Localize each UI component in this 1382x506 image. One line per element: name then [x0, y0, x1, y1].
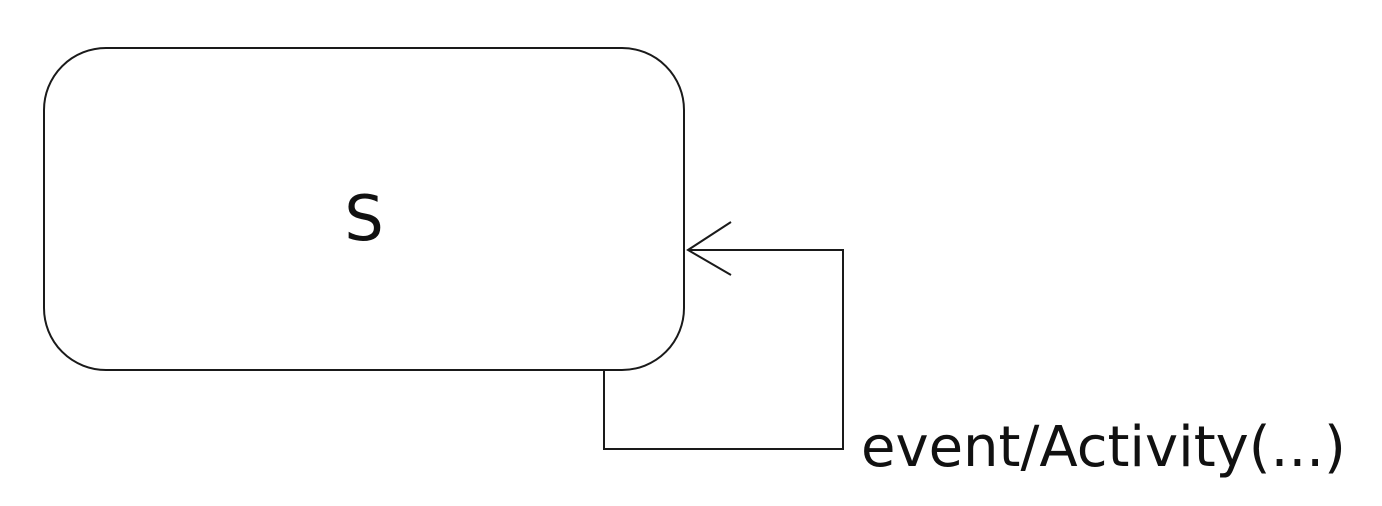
state-name: S: [344, 182, 383, 255]
self-transition[interactable]: event/Activity(...): [603, 221, 1346, 480]
state-box: [43, 47, 685, 371]
state-node[interactable]: S: [43, 47, 685, 371]
transition-label: event/Activity(...): [861, 415, 1346, 480]
arrowhead-icon: [686, 221, 732, 276]
transition-line: [603, 249, 844, 450]
